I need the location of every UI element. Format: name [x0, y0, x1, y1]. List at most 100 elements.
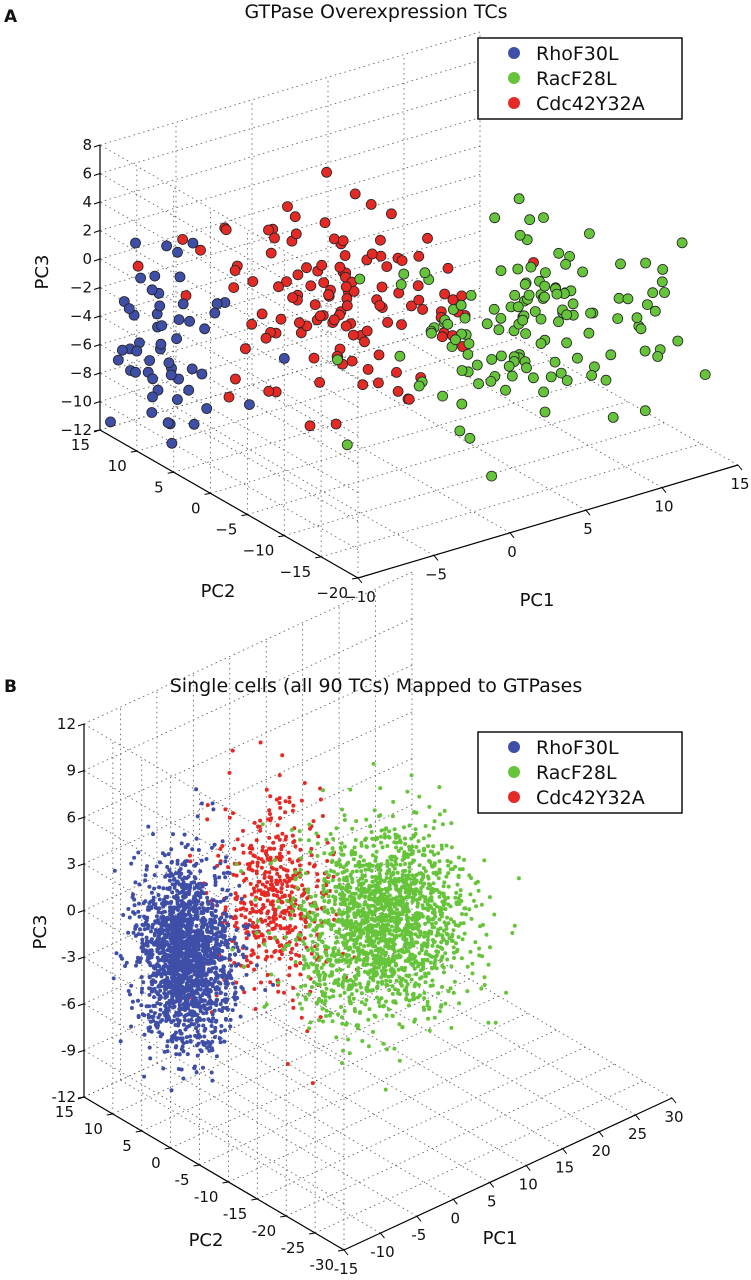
data-point-racf28l [357, 908, 362, 913]
data-point-rhof30l [196, 931, 201, 936]
data-point-racf28l [397, 933, 402, 938]
data-point-rhof30l [171, 936, 176, 941]
data-point-racf28l [366, 867, 371, 872]
data-point-rhof30l [195, 1019, 200, 1024]
data-point-racf28l [350, 826, 355, 831]
data-point-racf28l [293, 870, 298, 875]
data-point-racf28l [394, 845, 399, 850]
data-point-racf28l [417, 871, 422, 876]
data-point-racf28l [304, 997, 308, 1002]
data-point-cdc42y32a [248, 881, 253, 886]
data-point-racf28l [351, 979, 356, 984]
data-point-racf28l [486, 1020, 491, 1025]
data-point-rhof30l [167, 868, 172, 873]
data-point-rhof30l [186, 955, 191, 960]
data-point-racf28l [410, 992, 415, 997]
data-point-racf28l [406, 909, 411, 914]
data-point-cdc42y32a [305, 896, 310, 901]
data-point-cdc42y32a [310, 1081, 315, 1086]
data-point-rhof30l [176, 964, 181, 969]
data-point-cdc42y32a [373, 349, 385, 361]
grid-line [266, 1012, 527, 1166]
data-point-rhof30l [164, 981, 169, 986]
data-point-racf28l [347, 998, 352, 1003]
data-point-rhof30l [170, 882, 175, 887]
data-point-racf28l [428, 960, 433, 965]
pc1-tick-label: -10 [370, 1243, 395, 1261]
grid-line [210, 380, 591, 494]
data-point-rhof30l [188, 965, 193, 970]
data-point-rhof30l [142, 1013, 147, 1018]
data-point-racf28l [374, 836, 379, 841]
data-point-racf28l [346, 882, 351, 887]
data-point-racf28l [425, 999, 430, 1004]
data-point-cdc42y32a [290, 998, 295, 1003]
data-point-racf28l [348, 873, 353, 878]
data-point-racf28l [320, 1006, 325, 1011]
data-point-rhof30l [139, 990, 144, 995]
data-point-rhof30l [199, 858, 204, 863]
data-point-cdc42y32a [235, 837, 240, 842]
data-point-racf28l [351, 938, 356, 942]
data-point-rhof30l [147, 391, 158, 403]
data-point-rhof30l [217, 1008, 222, 1012]
data-point-cdc42y32a [262, 875, 267, 880]
data-point-rhof30l [178, 1031, 183, 1036]
data-point-rhof30l [169, 954, 174, 959]
data-point-cdc42y32a [257, 943, 261, 948]
data-point-cdc42y32a [309, 951, 314, 956]
data-point-rhof30l [146, 1015, 151, 1020]
data-point-rhof30l [166, 852, 171, 857]
grid-line [338, 978, 600, 1133]
data-point-racf28l [394, 350, 406, 362]
data-point-cdc42y32a [205, 817, 210, 822]
data-point-cdc42y32a [309, 846, 314, 851]
data-point-cdc42y32a [290, 946, 295, 951]
data-point-rhof30l [218, 991, 223, 996]
data-point-racf28l [421, 943, 426, 948]
data-point-rhof30l [223, 992, 228, 997]
data-point-cdc42y32a [263, 884, 268, 889]
data-point-cdc42y32a [263, 224, 274, 236]
data-point-racf28l [366, 1044, 371, 1049]
pc3-tick-mark [77, 863, 85, 867]
data-point-cdc42y32a [287, 795, 292, 800]
data-point-racf28l [354, 941, 359, 946]
data-point-cdc42y32a [253, 903, 258, 908]
data-point-racf28l [380, 845, 385, 850]
data-point-rhof30l [152, 995, 156, 1000]
data-point-racf28l [370, 853, 375, 858]
data-point-racf28l [294, 876, 298, 881]
data-point-racf28l [373, 973, 378, 978]
pc1-tick-label: 30 [664, 1108, 683, 1126]
data-point-cdc42y32a [300, 883, 305, 888]
data-point-rhof30l [218, 1040, 223, 1045]
data-point-racf28l [370, 836, 375, 841]
data-point-rhof30l [210, 912, 215, 917]
data-point-racf28l [442, 318, 454, 330]
data-point-cdc42y32a [248, 960, 253, 965]
data-point-racf28l [340, 885, 345, 890]
data-point-cdc42y32a [412, 280, 424, 292]
pc1-tick-mark [598, 1131, 604, 1138]
data-point-racf28l [585, 307, 596, 319]
data-point-racf28l [389, 908, 394, 912]
data-point-cdc42y32a [268, 794, 273, 799]
pc3-tick-label: -12 [52, 1088, 77, 1106]
data-point-cdc42y32a [259, 891, 264, 896]
pc2-tick-label: 5 [122, 1137, 132, 1155]
data-point-racf28l [387, 883, 392, 888]
data-point-rhof30l [228, 1024, 233, 1029]
data-point-rhof30l [221, 898, 226, 903]
data-point-rhof30l [147, 939, 152, 944]
data-point-racf28l [525, 261, 537, 273]
data-point-cdc42y32a [298, 972, 303, 977]
data-point-rhof30l [193, 906, 198, 911]
data-point-rhof30l [187, 979, 192, 984]
data-point-racf28l [439, 846, 444, 851]
data-point-racf28l [432, 819, 437, 824]
data-point-racf28l [460, 912, 464, 916]
data-point-racf28l [363, 867, 368, 872]
data-point-rhof30l [239, 896, 244, 901]
data-point-cdc42y32a [328, 233, 340, 245]
